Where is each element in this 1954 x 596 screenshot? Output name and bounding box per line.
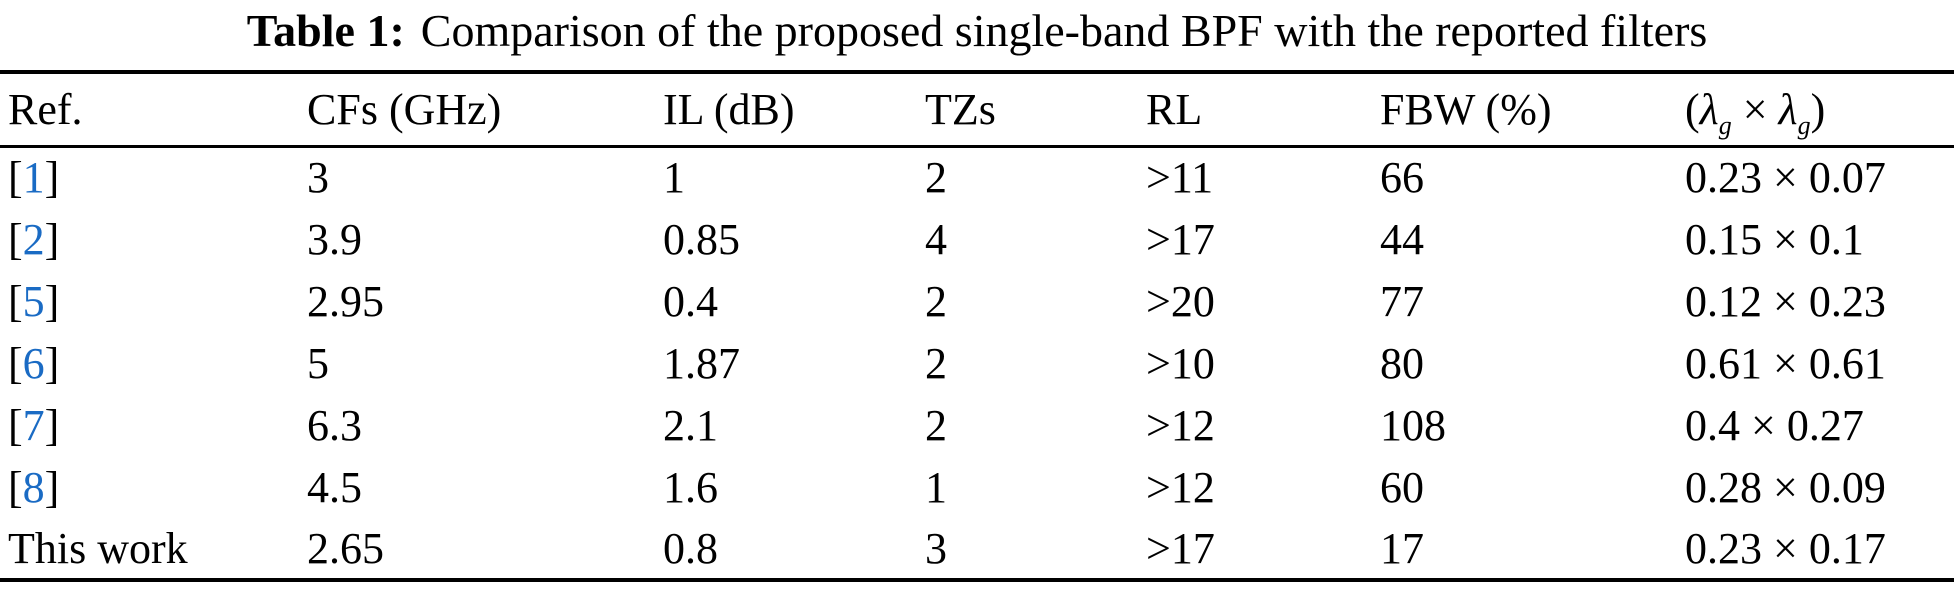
table-header: Ref. CFs (GHz) IL (dB) TZs RL FBW (%) (λ… <box>0 72 1954 146</box>
table-row: This work 2.65 0.8 3 >17 17 0.23 × 0.17 <box>0 518 1954 580</box>
column-header-il: IL (dB) <box>663 84 795 134</box>
table-row: [1] 3 1 2 >11 66 0.23 × 0.07 <box>0 146 1954 208</box>
table-caption-label: Table 1: <box>246 5 405 56</box>
lambda-subscript: g <box>1797 110 1811 140</box>
ref-link[interactable]: 6 <box>22 338 45 388</box>
column-header-tz: TZs <box>925 84 996 134</box>
ref-bracket-open: [ <box>8 214 23 264</box>
ref-bracket-close: ] <box>44 153 60 203</box>
ref-bracket-close: ] <box>44 338 60 388</box>
rl-cell: >20 <box>1146 276 1215 326</box>
cf-cell: 3 <box>307 153 329 203</box>
times-symbol: × <box>1731 84 1779 134</box>
rl-cell: >10 <box>1146 338 1215 388</box>
tz-cell: 2 <box>925 153 947 203</box>
size-cell: 0.4 × 0.27 <box>1685 400 1864 450</box>
ref-bracket-close: ] <box>44 462 60 512</box>
ref-cell: [5] <box>0 270 307 332</box>
ref-bracket-open: [ <box>8 400 23 450</box>
il-cell: 1 <box>663 153 685 203</box>
rl-cell: >17 <box>1146 214 1215 264</box>
table-caption: Table 1: Comparison of the proposed singl… <box>0 0 1954 66</box>
ref-cell: [2] <box>0 208 307 270</box>
ref-cell: [7] <box>0 394 307 456</box>
ref-cell: [1] <box>0 146 307 208</box>
il-cell: 1.6 <box>663 462 718 512</box>
header-row: Ref. CFs (GHz) IL (dB) TZs RL FBW (%) (λ… <box>0 72 1954 146</box>
size-cell: 0.15 × 0.1 <box>1685 214 1864 264</box>
size-paren-open: ( <box>1685 84 1700 134</box>
size-cell: 0.28 × 0.09 <box>1685 462 1886 512</box>
tz-cell: 3 <box>925 523 947 573</box>
ref-link[interactable]: 8 <box>22 462 45 512</box>
rl-cell: >17 <box>1146 523 1215 573</box>
ref-bracket-open: [ <box>8 276 23 326</box>
ref-bracket-close: ] <box>44 214 60 264</box>
lambda-symbol: λ <box>1778 84 1798 134</box>
ref-cell: [6] <box>0 332 307 394</box>
table-body: [1] 3 1 2 >11 66 0.23 × 0.07 [2] 3.9 0.8… <box>0 146 1954 580</box>
table-row: [8] 4.5 1.6 1 >12 60 0.28 × 0.09 <box>0 456 1954 518</box>
il-cell: 0.8 <box>663 523 718 573</box>
il-cell: 2.1 <box>663 400 718 450</box>
tz-cell: 2 <box>925 276 947 326</box>
size-paren-close: ) <box>1810 84 1826 134</box>
size-cell: 0.61 × 0.61 <box>1685 338 1886 388</box>
il-cell: 1.87 <box>663 338 740 388</box>
comparison-table: Ref. CFs (GHz) IL (dB) TZs RL FBW (%) (λ… <box>0 70 1954 582</box>
size-cell: 0.23 × 0.17 <box>1685 523 1886 573</box>
lambda-subscript: g <box>1718 110 1732 140</box>
cf-cell: 2.65 <box>307 523 384 573</box>
il-cell: 0.85 <box>663 214 740 264</box>
size-cell: 0.23 × 0.07 <box>1685 153 1886 203</box>
cf-cell: 6.3 <box>307 400 362 450</box>
table-caption-text: Comparison of the proposed single-band B… <box>420 5 1708 56</box>
column-header-cf: CFs (GHz) <box>307 84 502 134</box>
column-header-fbw: FBW (%) <box>1380 84 1552 134</box>
cf-cell: 4.5 <box>307 462 362 512</box>
tz-cell: 1 <box>925 462 947 512</box>
rl-cell: >11 <box>1146 153 1214 203</box>
ref-bracket-close: ] <box>44 400 60 450</box>
rl-cell: >12 <box>1146 462 1215 512</box>
lambda-symbol: λ <box>1699 84 1719 134</box>
ref-bracket-close: ] <box>44 276 60 326</box>
ref-link[interactable]: 5 <box>22 276 45 326</box>
table-row: [6] 5 1.87 2 >10 80 0.61 × 0.61 <box>0 332 1954 394</box>
column-header-rl: RL <box>1146 84 1203 134</box>
ref-bracket-open: [ <box>8 338 23 388</box>
fbw-cell: 77 <box>1380 276 1424 326</box>
table-row: [5] 2.95 0.4 2 >20 77 0.12 × 0.23 <box>0 270 1954 332</box>
rl-cell: >12 <box>1146 400 1215 450</box>
table-row: [2] 3.9 0.85 4 >17 44 0.15 × 0.1 <box>0 208 1954 270</box>
ref-link[interactable]: 2 <box>22 214 45 264</box>
ref-bracket-open: [ <box>8 153 23 203</box>
size-cell: 0.12 × 0.23 <box>1685 276 1886 326</box>
cf-cell: 5 <box>307 338 329 388</box>
cf-cell: 3.9 <box>307 214 362 264</box>
fbw-cell: 80 <box>1380 338 1424 388</box>
fbw-cell: 44 <box>1380 214 1424 264</box>
tz-cell: 2 <box>925 338 947 388</box>
tz-cell: 4 <box>925 214 947 264</box>
table-row: [7] 6.3 2.1 2 >12 108 0.4 × 0.27 <box>0 394 1954 456</box>
fbw-cell: 17 <box>1380 523 1424 573</box>
fbw-cell: 60 <box>1380 462 1424 512</box>
ref-link[interactable]: 1 <box>22 153 45 203</box>
fbw-cell: 66 <box>1380 153 1424 203</box>
fbw-cell: 108 <box>1380 400 1446 450</box>
ref-bracket-open: [ <box>8 462 23 512</box>
ref-cell: [8] <box>0 456 307 518</box>
tz-cell: 2 <box>925 400 947 450</box>
ref-link[interactable]: 7 <box>22 400 45 450</box>
column-header-ref: Ref. <box>8 84 83 134</box>
column-header-size: (λg × λg) <box>1685 72 1954 146</box>
il-cell: 0.4 <box>663 276 718 326</box>
this-work-label: This work <box>8 523 188 573</box>
cf-cell: 2.95 <box>307 276 384 326</box>
ref-cell: This work <box>0 518 307 580</box>
